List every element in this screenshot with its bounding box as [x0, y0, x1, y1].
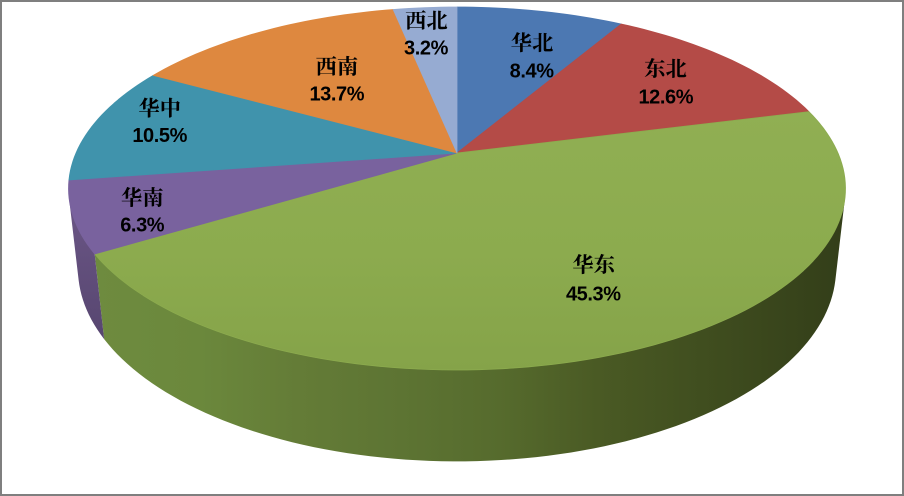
svg-text:10.5%: 10.5% [132, 125, 187, 147]
svg-text:8.4%: 8.4% [510, 61, 555, 83]
svg-text:6.3%: 6.3% [120, 214, 165, 236]
svg-text:13.7%: 13.7% [309, 84, 364, 106]
svg-text:45.3%: 45.3% [566, 283, 621, 305]
svg-text:3.2%: 3.2% [404, 37, 449, 59]
svg-text:12.6%: 12.6% [638, 86, 693, 108]
